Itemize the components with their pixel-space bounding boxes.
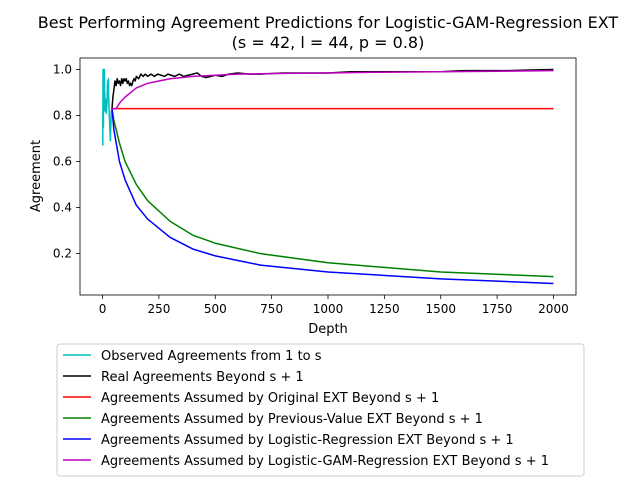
series-line-0	[102, 68, 113, 146]
x-tick-label: 250	[147, 302, 170, 316]
x-tick-label: 750	[260, 302, 283, 316]
x-tick-label: 1000	[313, 302, 344, 316]
y-tick-label: 0.6	[53, 155, 72, 169]
y-tick-label: 0.2	[53, 247, 72, 261]
series-line-5	[112, 69, 554, 110]
x-axis-label: Depth	[308, 322, 348, 337]
legend-label-5: Agreements Assumed by Logistic-GAM-Regre…	[101, 454, 549, 469]
legend-box	[56, 343, 585, 477]
series-line-1	[111, 68, 554, 109]
legend-label-2: Agreements Assumed by Original EXT Beyon…	[101, 391, 439, 406]
chart-title-line2: (s = 42, l = 44, p = 0.8)	[232, 33, 425, 52]
legend: Observed Agreements from 1 to s Real Agre…	[56, 343, 585, 477]
series-layer	[102, 68, 554, 285]
y-tick-label: 1.0	[53, 63, 72, 77]
y-axis-label: Agreement	[29, 140, 44, 212]
x-tick-label: 2000	[538, 302, 569, 316]
series-line-3	[111, 108, 554, 278]
x-tick-label: 500	[204, 302, 227, 316]
y-tick-label: 0.4	[53, 201, 72, 215]
axes: 0 250 500 750 1000 1250 1500 1750 2000 0.2 0.4 0.6 0…	[53, 57, 577, 316]
legend-label-4: Agreements Assumed by Logistic-Regressio…	[101, 433, 514, 448]
legend-label-3: Agreements Assumed by Previous-Value EXT…	[101, 412, 483, 427]
y-tick-label: 0.8	[53, 109, 72, 123]
legend-label-1: Real Agreements Beyond s + 1	[101, 370, 304, 385]
x-tick-label: 0	[99, 302, 107, 316]
legend-label-0: Observed Agreements from 1 to s	[101, 349, 322, 364]
x-tick-label: 1250	[369, 302, 400, 316]
x-tick-label: 1750	[482, 302, 513, 316]
plot-frame	[79, 57, 577, 296]
series-line-4	[111, 108, 554, 285]
x-tick-label: 1500	[425, 302, 456, 316]
chart-title-line1: Best Performing Agreement Predictions fo…	[38, 13, 619, 32]
